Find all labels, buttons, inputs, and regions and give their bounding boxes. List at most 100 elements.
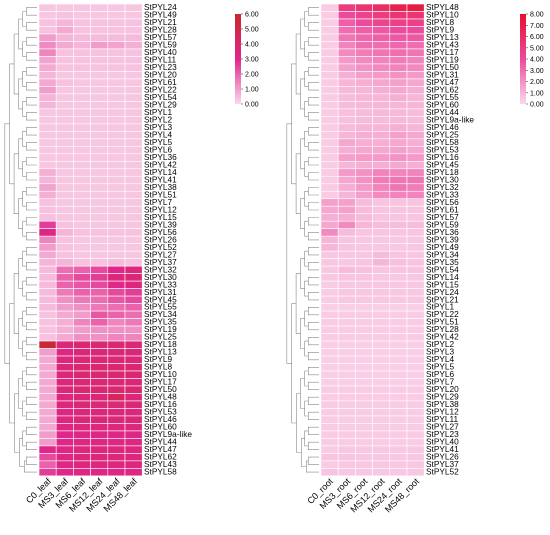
heatmap-cell	[38, 363, 57, 372]
heatmap-cell	[337, 48, 356, 57]
heatmap-cell	[90, 460, 109, 469]
heatmap-cell	[406, 288, 425, 297]
row-label: StPYL10	[144, 369, 177, 379]
row-label: StPYL57	[426, 212, 459, 222]
heatmap-cell	[73, 190, 91, 200]
heatmap-cell	[107, 415, 126, 424]
heatmap-cell	[90, 213, 109, 222]
heatmap-cell	[355, 11, 373, 20]
dendrogram-branch	[300, 318, 305, 349]
heatmap-cell	[355, 160, 373, 170]
heatmap-cell	[73, 325, 91, 334]
row-label: StPYL19	[426, 55, 459, 65]
heatmap-cell	[355, 423, 373, 432]
heatmap-cell	[355, 280, 373, 289]
heatmap-cell	[337, 160, 356, 170]
row-label: StPYL18	[426, 167, 459, 177]
row-label: StPYL1	[426, 302, 455, 312]
heatmap-cell	[73, 318, 91, 327]
heatmap-cell	[320, 86, 339, 95]
heatmap-cell	[389, 198, 408, 207]
heatmap-cell	[337, 33, 356, 42]
heatmap-cell	[107, 78, 126, 87]
heatmap-cell	[355, 33, 373, 42]
dendrogram-branch	[18, 18, 23, 50]
dendrogram-branch	[304, 131, 309, 147]
heatmap-cell	[355, 385, 373, 394]
colorbar-tick-label: 6.00	[530, 34, 544, 41]
heatmap-cell	[90, 26, 109, 35]
heatmap-cell	[124, 63, 143, 72]
heatmap-cell	[389, 273, 408, 282]
heatmap-cell	[320, 333, 339, 342]
heatmap-cell	[320, 348, 339, 357]
dendrogram-branch	[304, 370, 309, 387]
dendrogram-branch	[308, 112, 319, 121]
colorbar-tick-label: 3.00	[530, 68, 544, 75]
heatmap-cell	[372, 116, 391, 125]
heatmap-cell	[55, 175, 74, 185]
row-label: StPYL33	[426, 189, 459, 199]
row-label: StPYL54	[426, 264, 459, 274]
heatmap-cell	[38, 258, 57, 267]
heatmap-cell	[337, 310, 356, 319]
row-label: StPYL37	[144, 257, 177, 267]
heatmap-cell	[389, 370, 408, 379]
heatmap-cell	[406, 153, 425, 162]
heatmap-cell	[73, 355, 91, 364]
heatmap-cell	[320, 445, 339, 454]
heatmap-cell	[355, 183, 373, 192]
heatmap-cell	[90, 423, 109, 432]
heatmap-cell	[55, 340, 74, 349]
heatmap-cell	[372, 86, 391, 95]
heatmap-cell	[320, 453, 339, 462]
heatmap-cell	[90, 453, 109, 462]
heatmap-cell	[107, 370, 126, 379]
dendrogram-branch	[26, 157, 37, 166]
heatmap-cell	[38, 198, 57, 207]
dendrogram-branch	[304, 280, 309, 297]
heatmap-cell	[90, 78, 109, 87]
heatmap-cell	[107, 71, 126, 80]
heatmap-cell	[406, 400, 425, 409]
heatmap-cell	[337, 378, 356, 387]
heatmap-cell	[73, 453, 91, 462]
dendrogram-branch	[308, 441, 319, 450]
heatmap-cell	[320, 295, 339, 304]
heatmap-cell	[124, 415, 143, 424]
heatmap-cell	[372, 333, 391, 342]
heatmap-cell	[107, 160, 126, 170]
row-label: StPYL16	[426, 152, 459, 162]
heatmap-cell	[124, 348, 143, 357]
heatmap-cell	[73, 235, 91, 244]
heatmap-cell	[38, 385, 57, 394]
heatmap-cell	[107, 250, 126, 259]
heatmap-cell	[320, 198, 339, 207]
heatmap-cell	[406, 56, 425, 65]
heatmap-cell	[355, 78, 373, 87]
heatmap-cell	[73, 228, 91, 237]
heatmap-cell	[107, 355, 126, 364]
heatmap-cell	[355, 63, 373, 72]
heatmap-cell	[355, 453, 373, 462]
row-label: StPYL22	[144, 85, 177, 95]
heatmap-cell	[90, 138, 109, 147]
heatmap-cell	[55, 318, 74, 327]
heatmap-cell	[406, 228, 425, 237]
row-label: StPYL18	[144, 339, 177, 349]
heatmap-cell	[406, 415, 425, 424]
heatmap-cell	[389, 385, 408, 394]
row-label: StPYL23	[144, 62, 177, 72]
heatmap-cell	[73, 153, 91, 162]
heatmap-cell	[406, 205, 425, 215]
heatmap-cell	[320, 468, 339, 477]
heatmap-cell	[406, 146, 425, 155]
heatmap-cell	[389, 131, 408, 140]
heatmap-cell	[372, 445, 391, 454]
heatmap-cell	[107, 41, 126, 50]
dendrogram-branch	[308, 97, 319, 106]
heatmap-cell	[372, 108, 391, 117]
heatmap-cell	[38, 468, 57, 477]
heatmap-cell	[38, 340, 57, 349]
heatmap-cell	[124, 378, 143, 387]
